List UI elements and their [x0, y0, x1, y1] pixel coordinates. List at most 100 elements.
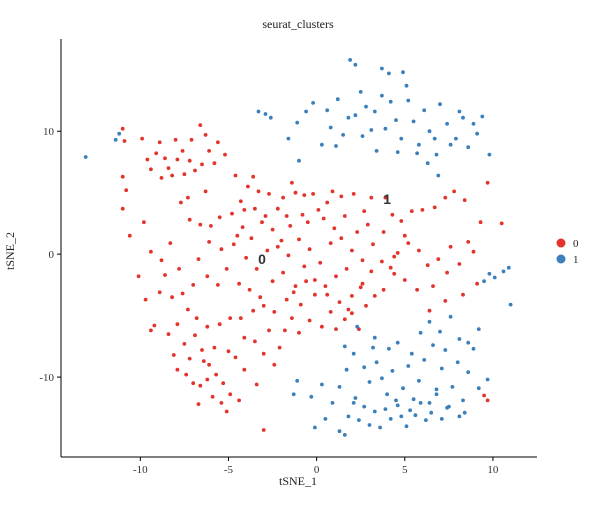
data-point: [143, 297, 148, 302]
data-point: [171, 353, 176, 357]
data-point: [471, 346, 476, 351]
data-point: [332, 226, 337, 231]
data-point: [394, 398, 398, 403]
data-point: [223, 152, 227, 157]
data-point: [191, 283, 196, 287]
data-point: [358, 285, 363, 290]
data-point: [267, 328, 271, 333]
data-point: [203, 189, 208, 194]
data-point: [454, 136, 458, 141]
data-point: [205, 377, 210, 382]
data-point: [436, 257, 441, 261]
data-point: [431, 284, 435, 288]
data-point: [159, 258, 164, 263]
data-point: [351, 401, 356, 405]
data-point: [485, 377, 490, 382]
data-point: [404, 83, 409, 88]
data-point: [499, 221, 504, 226]
data-point: [380, 376, 384, 381]
data-point: [270, 279, 275, 284]
data-point: [272, 362, 277, 367]
data-point: [145, 157, 150, 162]
data-point: [350, 311, 354, 316]
data-point: [311, 192, 315, 196]
data-point: [360, 281, 365, 286]
data-point: [288, 224, 293, 228]
data-point: [323, 417, 328, 421]
data-point: [443, 299, 448, 303]
cluster-label: 0: [258, 251, 266, 267]
data-point: [275, 244, 280, 249]
data-point: [251, 308, 256, 313]
data-point: [395, 340, 400, 345]
data-point: [207, 240, 212, 244]
data-point: [219, 247, 224, 252]
data-point: [372, 109, 377, 114]
data-point: [485, 398, 490, 403]
data-point: [434, 392, 439, 397]
data-point: [362, 404, 367, 409]
series-1: [83, 58, 513, 437]
data-point: [399, 414, 404, 419]
data-point: [149, 249, 153, 254]
data-point: [179, 200, 183, 205]
data-point: [371, 345, 375, 350]
data-point: [200, 162, 204, 167]
data-point: [279, 238, 284, 243]
data-point: [364, 303, 368, 308]
y-tick-label: -10: [39, 372, 54, 384]
data-point: [348, 58, 352, 62]
data-point: [399, 219, 404, 223]
data-point: [355, 230, 360, 234]
legend: 01: [556, 238, 579, 266]
data-point: [392, 271, 397, 276]
data-point: [120, 206, 125, 211]
x-tick-label: 10: [487, 464, 499, 476]
data-point: [244, 255, 249, 260]
data-point: [383, 126, 388, 131]
data-point: [372, 409, 377, 414]
data-point: [394, 118, 398, 122]
data-point: [224, 267, 229, 271]
data-point: [346, 115, 351, 120]
data-point: [367, 423, 372, 427]
data-point: [443, 195, 448, 200]
data-point: [307, 318, 312, 323]
data-point: [381, 287, 386, 292]
data-point: [124, 188, 129, 193]
data-point: [434, 387, 439, 392]
data-point: [448, 314, 453, 319]
data-point: [411, 119, 416, 124]
cluster-label: 1: [383, 191, 391, 207]
data-point: [369, 128, 374, 132]
data-point: [290, 316, 294, 320]
data-point: [200, 348, 204, 352]
data-point: [334, 274, 338, 279]
data-point: [216, 283, 220, 287]
data-point: [205, 324, 210, 329]
data-point: [475, 281, 479, 286]
data-point: [337, 300, 342, 304]
data-point: [304, 109, 308, 114]
data-point: [231, 242, 236, 247]
data-point: [237, 281, 242, 286]
data-point: [448, 142, 453, 147]
data-point: [281, 270, 285, 275]
data-point: [461, 398, 465, 403]
data-point: [457, 262, 462, 266]
y-tick-label: 10: [43, 126, 55, 138]
data-point: [283, 328, 287, 333]
data-point: [475, 131, 479, 136]
data-point: [182, 172, 187, 177]
data-point: [173, 137, 178, 142]
data-point: [320, 382, 324, 387]
data-point: [246, 184, 250, 189]
data-point: [307, 247, 312, 252]
data-point: [230, 211, 234, 216]
data-point: [482, 393, 486, 398]
data-point: [387, 71, 391, 76]
data-point: [286, 253, 291, 258]
data-point: [321, 216, 326, 221]
data-point: [353, 396, 358, 400]
